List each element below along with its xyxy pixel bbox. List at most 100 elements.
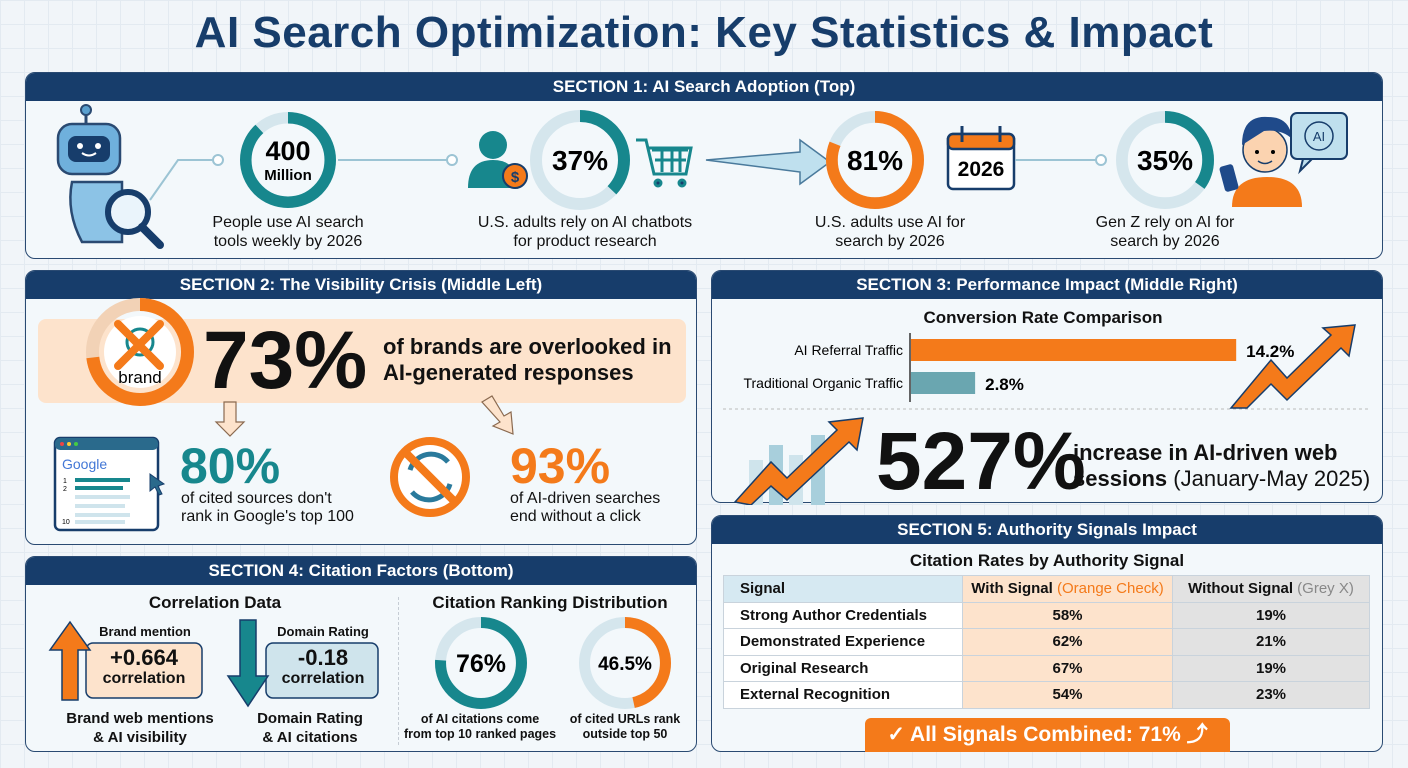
- section-header: SECTION 2: The Visibility Crisis (Middle…: [26, 271, 696, 299]
- section-header: SECTION 4: Citation Factors (Bottom): [26, 557, 696, 585]
- table-row: Original Research 67% 19%: [723, 654, 1370, 682]
- ring-fill: [579, 617, 671, 709]
- table-row: Demonstrated Experience 62% 21%: [723, 628, 1370, 656]
- cell-signal: Demonstrated Experience: [723, 628, 963, 656]
- svg-text:AI: AI: [1313, 129, 1325, 144]
- cell-with: 58%: [962, 601, 1173, 629]
- section4-graphics: [48, 619, 379, 708]
- donut-brand-overlooked: brand: [86, 298, 194, 406]
- robot-search-icon: [56, 104, 164, 249]
- person-dollar-icon: $: [468, 131, 528, 189]
- svg-text:76%: 76%: [456, 650, 506, 678]
- bar-value-label: 14.2%: [1246, 342, 1294, 361]
- arrow-up-icon: [48, 620, 92, 701]
- svg-text:1: 1: [63, 478, 67, 485]
- section2-graphics: Google 1 2 10: [53, 395, 514, 532]
- svg-text:$: $: [511, 169, 520, 186]
- stat-80-text: of cited sources don't rank in Google's t…: [181, 490, 354, 525]
- sessions-increase-value: 527%: [876, 416, 1086, 507]
- cell-signal: External Recognition: [723, 681, 963, 709]
- section-header: SECTION 5: Authority Signals Impact: [712, 516, 1382, 544]
- svg-text:37%: 37%: [552, 145, 608, 176]
- arrow-down-icon: [214, 401, 246, 437]
- brand-logo-icon: [125, 327, 155, 357]
- cell-signal: Strong Author Credentials: [723, 601, 963, 629]
- brand-correlation-value: +0.664 correlation: [102, 645, 186, 688]
- trend-arrow-icon: [1229, 324, 1356, 409]
- shopping-cart-icon: [636, 138, 693, 188]
- stat-93-value: 93%: [510, 438, 611, 494]
- correlation-title: Correlation Data: [148, 593, 282, 612]
- stat-label-81: U.S. adults use AI for search by 2026: [814, 214, 966, 250]
- svg-text:Million: Million: [264, 167, 312, 184]
- domain-correlation-value: -0.18 correlation: [281, 645, 365, 688]
- svg-text:brand: brand: [118, 368, 161, 387]
- cell-with: 54%: [962, 681, 1173, 709]
- growth-chart-icon: [733, 417, 864, 505]
- col-with-signal: With Signal (Orange Check): [962, 575, 1173, 603]
- stat-93-text: of AI-driven searches end without a click: [510, 490, 661, 525]
- cell-without: 21%: [1172, 628, 1370, 656]
- overlooked-text: of brands are overlooked in AI-generated …: [383, 334, 672, 385]
- chart-title: Conversion Rate Comparison: [923, 308, 1163, 327]
- google-results-browser-icon: Google 1 2 10: [53, 436, 166, 532]
- cell-without: 19%: [1172, 654, 1370, 682]
- calendar-icon: 2026: [946, 126, 1016, 191]
- svg-text:35%: 35%: [1137, 145, 1193, 176]
- arrow-down-icon: [226, 619, 270, 708]
- svg-text:10: 10: [62, 519, 70, 526]
- ai-brain-bubble-icon: AI: [1290, 112, 1348, 175]
- overlooked-value: 73%: [203, 315, 368, 406]
- dist-label-46: of cited URLs rank outside top 50: [569, 712, 681, 741]
- donut-400-million: 400 Million: [240, 112, 336, 208]
- col-without-signal: Without Signal (Grey X): [1172, 575, 1370, 603]
- brand-mention-tag: Brand mention: [99, 624, 191, 639]
- bar: [911, 372, 976, 394]
- donut-35-percent: 35%: [1116, 111, 1214, 209]
- section-header: SECTION 1: AI Search Adoption (Top): [26, 73, 1382, 101]
- section-header: SECTION 3: Performance Impact (Middle Ri…: [712, 271, 1382, 299]
- sessions-increase-text: increase in AI-driven web sessions (Janua…: [1073, 440, 1371, 491]
- arrow-right-icon: [705, 138, 832, 186]
- donut-37-percent: 37%: [530, 110, 630, 210]
- ring-fill: [435, 617, 527, 709]
- bar-label: Traditional Organic Traffic: [743, 375, 903, 391]
- table-row: Strong Author Credentials 58% 19%: [723, 601, 1370, 629]
- bar-value-label: 2.8%: [985, 375, 1024, 394]
- donut-76-percent: 76%: [435, 617, 527, 709]
- stat-label-37: U.S. adults rely on AI chatbots for produ…: [477, 214, 693, 250]
- cell-with: 67%: [962, 654, 1173, 682]
- stat-label-400m: People use AI search tools weekly by 2026: [212, 214, 364, 250]
- distribution-title: Citation Ranking Distribution: [432, 593, 668, 612]
- cell-without: 23%: [1172, 681, 1370, 709]
- stat-label-35: Gen Z rely on AI for search by 2026: [1095, 214, 1235, 250]
- svg-text:2: 2: [63, 486, 67, 493]
- table-row: External Recognition 54% 23%: [723, 681, 1370, 709]
- table-title: Citation Rates by Authority Signal: [909, 551, 1185, 570]
- conversion-bar-chart: AI Referral Traffic Traditional Organic …: [743, 333, 1294, 402]
- domain-correlation-label: Domain Rating & AI citations: [257, 710, 363, 746]
- svg-text:400: 400: [265, 136, 310, 166]
- check-icon: ✓: [887, 723, 911, 746]
- arrow-diagonal-icon: [481, 395, 514, 435]
- svg-text:46.5%: 46.5%: [598, 654, 652, 675]
- no-click-icon: [390, 437, 470, 517]
- brand-correlation-label: Brand web mentions & AI visibility: [66, 710, 214, 746]
- authority-signals-table: Signal With Signal (Orange Check) Withou…: [723, 575, 1370, 709]
- ring-fill: [1116, 111, 1214, 209]
- svg-text:Google: Google: [62, 456, 107, 472]
- stat-80-value: 80%: [180, 438, 281, 494]
- cell-signal: Original Research: [723, 654, 963, 682]
- bar: [911, 339, 1237, 361]
- page-title: AI Search Optimization: Key Statistics &…: [194, 8, 1214, 57]
- ring-fill: [86, 298, 194, 406]
- donut-46-5-percent: 46.5%: [579, 617, 671, 709]
- cell-without: 19%: [1172, 601, 1370, 629]
- bar-label: AI Referral Traffic: [794, 342, 903, 358]
- svg-text:81%: 81%: [847, 145, 903, 176]
- domain-rating-tag: Domain Rating: [277, 624, 369, 639]
- arrow-up-icon: ⤴: [1180, 723, 1208, 746]
- donut-81-percent: 81%: [826, 111, 924, 209]
- col-signal: Signal: [723, 575, 963, 603]
